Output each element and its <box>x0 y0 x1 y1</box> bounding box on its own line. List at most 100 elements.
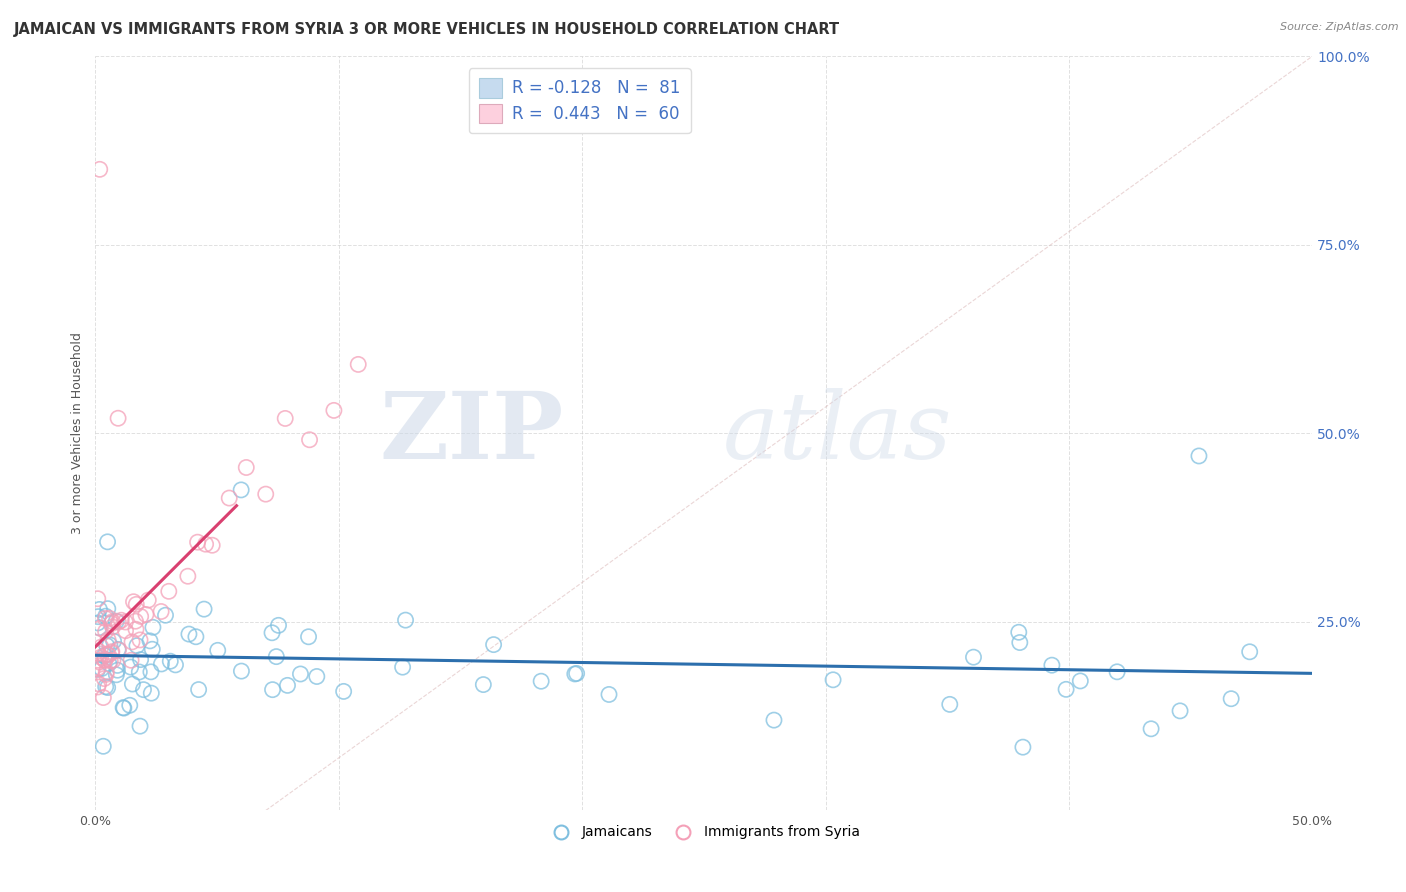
Point <box>1107 665 1129 679</box>
Point <box>96 647 118 661</box>
Point <box>129 719 152 733</box>
Point <box>139 633 162 648</box>
Text: ZIP: ZIP <box>380 388 564 478</box>
Point <box>150 605 173 619</box>
Point <box>1220 691 1243 706</box>
Point <box>150 657 173 671</box>
Point <box>129 609 152 624</box>
Point <box>1054 682 1077 697</box>
Point <box>101 645 124 659</box>
Point <box>276 678 298 692</box>
Point <box>98 611 121 625</box>
Point <box>87 662 110 676</box>
Point <box>107 411 129 425</box>
Text: atlas: atlas <box>723 388 952 478</box>
Point <box>112 701 135 715</box>
Point <box>187 535 209 549</box>
Point <box>101 653 124 667</box>
Point <box>97 632 120 647</box>
Point <box>107 658 129 673</box>
Point <box>96 667 118 681</box>
Point <box>107 615 129 629</box>
Point <box>87 644 110 658</box>
Point <box>207 643 229 657</box>
Legend: Jamaicans, Immigrants from Syria: Jamaicans, Immigrants from Syria <box>541 820 866 845</box>
Point <box>93 648 115 663</box>
Point <box>93 653 115 667</box>
Point <box>87 615 110 630</box>
Y-axis label: 3 or more Vehicles in Household: 3 or more Vehicles in Household <box>72 333 84 534</box>
Point <box>118 698 141 713</box>
Point <box>201 538 224 552</box>
Point <box>332 684 354 698</box>
Point <box>1188 449 1211 463</box>
Point <box>155 608 177 623</box>
Point <box>87 680 110 694</box>
Point <box>125 598 148 612</box>
Point <box>132 682 155 697</box>
Point <box>139 665 162 679</box>
Point <box>87 609 110 624</box>
Point <box>98 654 121 668</box>
Point <box>1008 625 1031 640</box>
Point <box>97 657 120 671</box>
Point <box>101 620 124 634</box>
Point <box>96 639 118 653</box>
Point <box>110 613 132 627</box>
Point <box>165 657 187 672</box>
Point <box>97 601 120 615</box>
Point <box>1168 704 1191 718</box>
Point <box>564 667 586 681</box>
Point <box>187 682 209 697</box>
Point <box>1069 673 1091 688</box>
Point <box>93 672 115 686</box>
Point <box>90 650 112 665</box>
Point <box>89 602 111 616</box>
Point <box>274 411 297 425</box>
Point <box>267 618 290 632</box>
Point <box>89 162 111 177</box>
Point <box>762 713 785 727</box>
Point <box>184 630 207 644</box>
Point <box>347 358 370 372</box>
Point <box>391 660 413 674</box>
Point <box>157 584 180 599</box>
Point <box>129 652 152 666</box>
Point <box>87 621 110 635</box>
Point <box>107 642 129 657</box>
Point <box>823 673 845 687</box>
Point <box>122 595 145 609</box>
Point <box>87 677 110 691</box>
Point <box>112 700 135 714</box>
Point <box>90 640 112 654</box>
Point <box>89 621 111 635</box>
Point <box>235 460 257 475</box>
Point <box>120 660 142 674</box>
Point <box>298 433 321 447</box>
Point <box>962 650 984 665</box>
Point <box>1008 635 1031 649</box>
Point <box>90 662 112 676</box>
Point <box>394 613 416 627</box>
Point <box>105 667 128 681</box>
Text: JAMAICAN VS IMMIGRANTS FROM SYRIA 3 OR MORE VEHICLES IN HOUSEHOLD CORRELATION CH: JAMAICAN VS IMMIGRANTS FROM SYRIA 3 OR M… <box>14 22 841 37</box>
Point <box>193 602 215 616</box>
Point <box>87 646 110 660</box>
Point <box>87 591 110 606</box>
Point <box>101 615 124 629</box>
Point <box>114 624 136 638</box>
Point <box>125 622 148 636</box>
Point <box>96 665 118 679</box>
Point <box>91 739 114 754</box>
Point <box>93 690 115 705</box>
Point <box>121 635 143 649</box>
Point <box>530 674 553 689</box>
Point <box>114 615 136 629</box>
Point <box>322 403 344 417</box>
Point <box>141 642 163 657</box>
Point <box>136 593 159 607</box>
Point <box>141 686 163 700</box>
Point <box>107 643 129 657</box>
Point <box>100 646 122 660</box>
Point <box>218 491 240 505</box>
